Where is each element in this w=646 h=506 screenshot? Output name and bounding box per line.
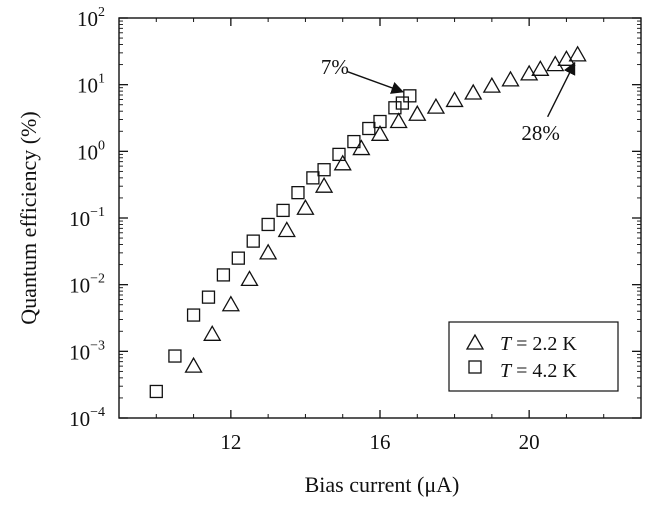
- data-point-triangle: [557, 50, 576, 66]
- legend-entry-2-var: T: [500, 360, 513, 382]
- y-tick-base: 10: [77, 7, 98, 31]
- data-point-triangle: [531, 59, 550, 76]
- data-point-square: [216, 268, 231, 282]
- data-point-triangle: [426, 97, 446, 114]
- y-tick-exponent: 0: [98, 138, 105, 153]
- data-point-square: [149, 384, 163, 399]
- y-tick-base: 10: [77, 140, 98, 164]
- y-tick-label: 102: [77, 5, 105, 31]
- data-point-square: [246, 234, 260, 248]
- y-tick-label: 101: [77, 72, 105, 98]
- x-axis-label: Bias current (μA): [305, 472, 460, 497]
- x-tick-label: 20: [519, 430, 540, 454]
- annotation-arrow: [347, 71, 405, 94]
- legend-entry-2-text: = 4.2 K: [511, 360, 577, 382]
- data-point-square: [395, 96, 410, 110]
- annotations: 7% 28%: [321, 55, 576, 145]
- data-point-square: [373, 114, 387, 129]
- data-point-triangle: [482, 76, 501, 93]
- y-tick-label: 10−1: [69, 205, 105, 231]
- data-point-triangle: [333, 154, 352, 171]
- data-point-triangle: [445, 91, 464, 108]
- y-tick-base: 10: [69, 274, 90, 298]
- data-point-triangle: [240, 270, 259, 287]
- data-point-triangle: [259, 243, 278, 260]
- y-tick-label: 100: [77, 138, 105, 164]
- y-tick-exponent: −2: [90, 272, 105, 287]
- data-point-square: [306, 171, 320, 185]
- legend-entry-1: T = 2.2 K: [500, 333, 577, 355]
- legend: T = 2.2 K T = 4.2 K: [448, 321, 619, 392]
- data-point-square: [231, 251, 245, 265]
- legend-entry-2: T = 4.2 K: [500, 360, 577, 382]
- data-point-square: [291, 186, 305, 200]
- data-point-triangle: [408, 104, 427, 121]
- x-tick-label: 12: [220, 430, 241, 454]
- x-tick-label: 16: [370, 430, 391, 454]
- y-tick-base: 10: [77, 74, 98, 98]
- annotation-label: 28%: [521, 121, 560, 145]
- data-point-square: [261, 217, 275, 232]
- data-point-triangle: [277, 221, 296, 238]
- y-tick-base: 10: [69, 340, 90, 364]
- legend-entry-1-text: = 2.2 K: [511, 333, 577, 355]
- data-point-triangle: [203, 325, 222, 341]
- data-point-triangle: [184, 356, 203, 373]
- data-point-triangle: [389, 112, 408, 129]
- legend-entry-1-var: T: [500, 333, 513, 355]
- data-point-triangle: [520, 64, 539, 81]
- data-point-square: [168, 349, 182, 363]
- y-tick-exponent: −4: [90, 405, 105, 420]
- data-point-square: [388, 101, 402, 115]
- data-point-square: [276, 203, 290, 218]
- data-point-square: [332, 147, 346, 162]
- y-tick-exponent: 2: [98, 5, 105, 20]
- data-point-triangle: [314, 176, 334, 193]
- legend-marker-triangle: [465, 333, 485, 350]
- data-point-square: [186, 308, 201, 322]
- data-point-triangle: [370, 125, 390, 141]
- data-point-square: [317, 163, 331, 177]
- legend-box: [448, 321, 619, 392]
- y-tick-label: 10−4: [69, 405, 105, 431]
- y-axis-label: Quantum efficiency (%): [16, 111, 41, 324]
- data-point-triangle: [501, 70, 520, 87]
- data-point-triangle: [464, 83, 483, 100]
- y-tick-base: 10: [69, 207, 90, 231]
- data-point-square: [347, 134, 361, 149]
- y-tick-label: 10−3: [69, 338, 105, 364]
- data-point-triangle: [546, 55, 565, 72]
- data-point-triangle: [568, 45, 587, 62]
- annotation-arrow: [546, 61, 576, 118]
- y-tick-base: 10: [69, 407, 90, 431]
- annotation-label: 7%: [321, 55, 349, 79]
- y-tick-exponent: −3: [90, 338, 105, 353]
- data-series: [149, 45, 587, 399]
- y-tick-exponent: 1: [98, 72, 105, 87]
- data-point-triangle: [221, 295, 240, 312]
- data-point-triangle: [296, 198, 315, 215]
- x-axis-ticks: 12 16 20: [118, 18, 642, 454]
- data-point-square: [403, 89, 417, 103]
- legend-marker-square: [468, 360, 482, 374]
- data-point-square: [362, 121, 376, 136]
- y-tick-exponent: −1: [90, 205, 105, 220]
- y-tick-label: 10−2: [69, 272, 105, 298]
- data-point-square: [201, 290, 216, 304]
